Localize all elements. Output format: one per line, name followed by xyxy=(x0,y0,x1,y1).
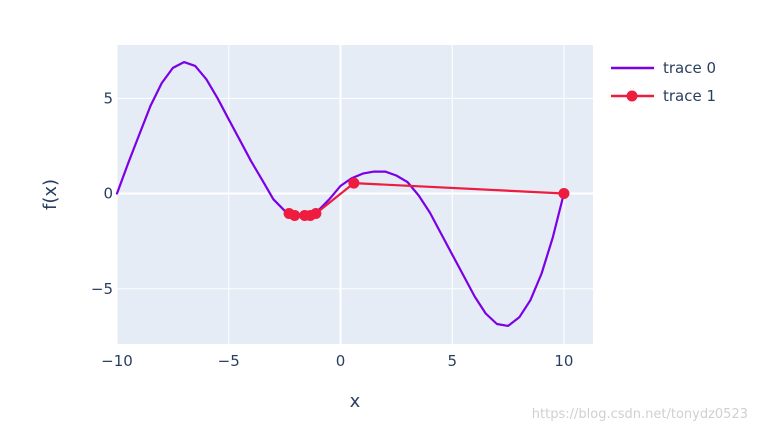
series-1-point xyxy=(348,177,360,189)
legend-label: trace 1 xyxy=(663,87,716,105)
series-1-point xyxy=(299,209,311,221)
watermark-text: https://blog.csdn.net/tonydz0523 xyxy=(532,407,748,422)
x-tick-label: 5 xyxy=(447,352,457,370)
x-tick-label: −10 xyxy=(101,352,133,370)
y-axis-title: f(x) xyxy=(40,179,61,210)
series-1-point xyxy=(558,188,570,200)
y-tick-label: −5 xyxy=(91,280,113,298)
legend-label: trace 0 xyxy=(663,59,716,77)
legend-item-1[interactable]: trace 1 xyxy=(611,87,716,105)
series-line-0 xyxy=(115,60,566,327)
legend-marker xyxy=(626,90,638,102)
y-axis-ticks: −5 0 5 xyxy=(91,89,113,297)
y-tick-label: 5 xyxy=(103,89,113,107)
series-1-point xyxy=(283,208,295,220)
legend[interactable]: trace 0 trace 1 xyxy=(611,59,716,105)
x-axis-title: x xyxy=(350,391,361,412)
series-group xyxy=(115,60,570,327)
y-tick-label: 0 xyxy=(103,185,113,203)
x-axis-ticks: −10 −5 0 5 10 xyxy=(101,352,573,370)
x-tick-label: −5 xyxy=(218,352,240,370)
x-tick-label: 0 xyxy=(336,352,346,370)
legend-item-0[interactable]: trace 0 xyxy=(611,59,716,77)
x-tick-label: 10 xyxy=(554,352,573,370)
